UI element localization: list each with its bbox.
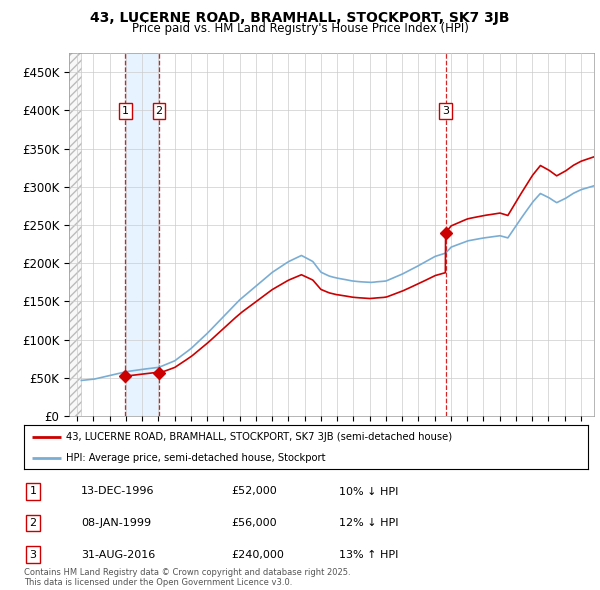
Text: Price paid vs. HM Land Registry's House Price Index (HPI): Price paid vs. HM Land Registry's House …	[131, 22, 469, 35]
Bar	[125, 53, 159, 416]
Text: 1: 1	[29, 487, 37, 496]
Text: 08-JAN-1999: 08-JAN-1999	[81, 519, 151, 528]
Text: 12% ↓ HPI: 12% ↓ HPI	[339, 519, 398, 528]
Text: 13% ↑ HPI: 13% ↑ HPI	[339, 550, 398, 559]
Text: 43, LUCERNE ROAD, BRAMHALL, STOCKPORT, SK7 3JB (semi-detached house): 43, LUCERNE ROAD, BRAMHALL, STOCKPORT, S…	[66, 432, 452, 442]
Text: 31-AUG-2016: 31-AUG-2016	[81, 550, 155, 559]
Text: £240,000: £240,000	[231, 550, 284, 559]
Text: 43, LUCERNE ROAD, BRAMHALL, STOCKPORT, SK7 3JB: 43, LUCERNE ROAD, BRAMHALL, STOCKPORT, S…	[90, 11, 510, 25]
Text: 3: 3	[29, 550, 37, 559]
Text: 2: 2	[29, 519, 37, 528]
Text: HPI: Average price, semi-detached house, Stockport: HPI: Average price, semi-detached house,…	[66, 453, 326, 463]
Text: 3: 3	[442, 106, 449, 116]
Text: £52,000: £52,000	[231, 487, 277, 496]
Text: Contains HM Land Registry data © Crown copyright and database right 2025.
This d: Contains HM Land Registry data © Crown c…	[24, 568, 350, 587]
Text: 2: 2	[155, 106, 163, 116]
Text: £56,000: £56,000	[231, 519, 277, 528]
Text: 13-DEC-1996: 13-DEC-1996	[81, 487, 155, 496]
Text: 10% ↓ HPI: 10% ↓ HPI	[339, 487, 398, 496]
Text: 1: 1	[122, 106, 129, 116]
